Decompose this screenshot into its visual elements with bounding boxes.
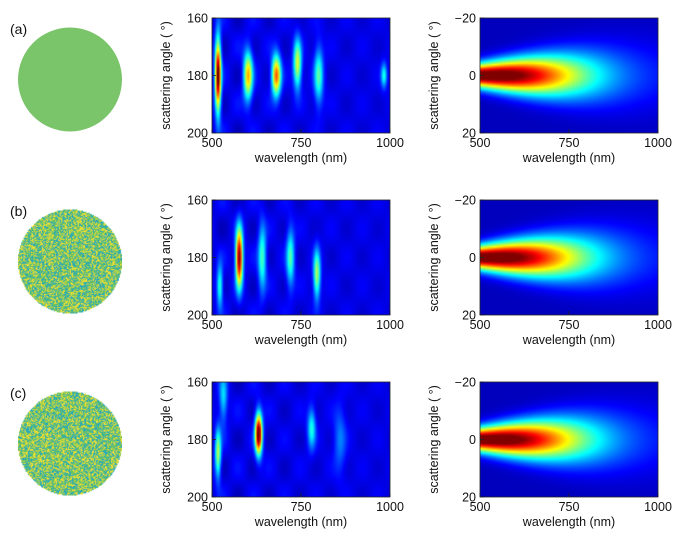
left-axes-xtick-label: 750 <box>291 136 312 150</box>
right-axes-ytick-label: 0 <box>469 433 476 447</box>
heatmap-right <box>480 18 658 133</box>
left-axes-ylabel: scattering angle ( °) <box>159 21 173 130</box>
right-axes-xlabel: wavelength (nm) <box>522 515 615 529</box>
left-axes-ylabel: scattering angle ( °) <box>159 203 173 312</box>
left-axes-xtick-label: 1000 <box>376 136 404 150</box>
right-axes-ylabel: scattering angle ( °) <box>427 385 441 494</box>
left-axes-xtick-label: 750 <box>291 500 312 514</box>
right-axes-ytick-label: 0 <box>469 251 476 265</box>
right-axes-ytick-label: 20 <box>462 127 476 141</box>
right-axes-ytick-label: −20 <box>455 194 476 208</box>
left-axes-ytick-label: 180 <box>187 433 208 447</box>
left-axes-ylabel: scattering angle ( °) <box>159 385 173 494</box>
right-axes-xtick-label: 500 <box>470 318 491 332</box>
panel-label: (a) <box>10 21 27 37</box>
left-axes-ytick-label: 160 <box>187 194 208 208</box>
particle-uniform <box>18 27 122 132</box>
right-axes-xtick-label: 750 <box>559 318 580 332</box>
right-axes-xtick-label: 500 <box>470 136 491 150</box>
right-axes-xtick-label: 1000 <box>644 136 672 150</box>
heatmap-left <box>212 18 390 133</box>
heatmap-left <box>212 382 390 497</box>
left-axes-xlabel: wavelength (nm) <box>254 515 347 529</box>
heatmap-right <box>480 382 658 497</box>
right-axes-xlabel: wavelength (nm) <box>522 151 615 165</box>
right-axes-xtick-label: 750 <box>559 136 580 150</box>
left-axes-xtick-label: 500 <box>202 136 223 150</box>
right-axes-ytick-label: −20 <box>455 376 476 390</box>
left-axes-ytick-label: 180 <box>187 69 208 83</box>
right-axes-xtick-label: 750 <box>559 500 580 514</box>
right-axes-ytick-label: −20 <box>455 12 476 26</box>
right-axes-ytick-label: 0 <box>469 69 476 83</box>
left-axes-xtick-label: 500 <box>202 500 223 514</box>
right-axes-ylabel: scattering angle ( °) <box>427 203 441 312</box>
left-axes-xtick-label: 1000 <box>376 500 404 514</box>
right-axes-xtick-label: 1000 <box>644 318 672 332</box>
left-axes-xtick-label: 750 <box>291 318 312 332</box>
left-axes-xtick-label: 500 <box>202 318 223 332</box>
right-axes-xtick-label: 500 <box>470 500 491 514</box>
particle-random <box>18 391 122 496</box>
left-axes-xlabel: wavelength (nm) <box>254 333 347 347</box>
left-axes-xlabel: wavelength (nm) <box>254 151 347 165</box>
right-axes-xtick-label: 1000 <box>644 500 672 514</box>
left-axes-ytick-label: 160 <box>187 12 208 26</box>
left-axes-ytick-label: 200 <box>187 491 208 505</box>
right-axes-xlabel: wavelength (nm) <box>522 333 615 347</box>
right-axes-ytick-label: 20 <box>462 309 476 323</box>
particle-random <box>18 209 122 314</box>
left-axes-ytick-label: 200 <box>187 309 208 323</box>
left-axes-xtick-label: 1000 <box>376 318 404 332</box>
heatmap-right <box>480 200 658 315</box>
right-axes-ytick-label: 20 <box>462 491 476 505</box>
left-axes-ytick-label: 200 <box>187 127 208 141</box>
left-axes-ytick-label: 160 <box>187 376 208 390</box>
right-axes-ylabel: scattering angle ( °) <box>427 21 441 130</box>
heatmap-left <box>212 200 390 315</box>
left-axes-ytick-label: 180 <box>187 251 208 265</box>
